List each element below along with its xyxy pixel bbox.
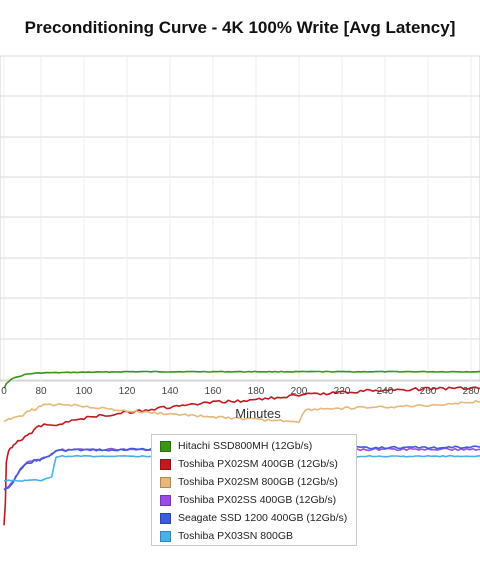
x-tick-label: 180 bbox=[248, 386, 265, 397]
legend-item-toshiba-px02sm-400gb[interactable]: Toshiba PX02SM 400GB (12Gb/s) bbox=[160, 456, 338, 472]
x-tick-label: 160 bbox=[205, 386, 222, 397]
x-tick-label: 0 bbox=[1, 386, 7, 397]
x-tick-label: 120 bbox=[119, 386, 136, 397]
legend-label: Toshiba PX02SM 800GB (12Gb/s) bbox=[178, 476, 338, 488]
legend-swatch-toshiba-px03sn-800gb bbox=[160, 530, 171, 542]
legend-label: Hitachi SSD800MH (12Gb/s) bbox=[178, 440, 313, 452]
chart-legend: Hitachi SSD800MH (12Gb/s) Toshiba PX02SM… bbox=[151, 434, 357, 546]
x-tick-label: 280 bbox=[463, 386, 480, 397]
legend-swatch-toshiba-px02sm-400gb bbox=[160, 458, 171, 470]
series-line-0 bbox=[3, 370, 480, 389]
x-tick-label: 260 bbox=[420, 386, 437, 397]
grid-layer bbox=[0, 55, 480, 381]
x-tick-label: 200 bbox=[291, 386, 308, 397]
x-tick-label: 100 bbox=[76, 386, 93, 397]
plot-area bbox=[0, 55, 480, 382]
legend-swatch-toshiba-px02ss-400gb bbox=[160, 494, 171, 506]
legend-label: Toshiba PX02SS 400GB (12Gb/s) bbox=[178, 494, 337, 506]
chart-title: Preconditioning Curve - 4K 100% Write [A… bbox=[24, 18, 456, 37]
series-line-2 bbox=[3, 399, 480, 424]
legend-swatch-hitachi-ssd800mh bbox=[160, 440, 171, 452]
x-tick-label: 220 bbox=[334, 386, 351, 397]
x-tick-label: 240 bbox=[377, 386, 394, 397]
legend-item-hitachi-ssd800mh[interactable]: Hitachi SSD800MH (12Gb/s) bbox=[160, 438, 312, 454]
x-axis-title: Minutes bbox=[235, 406, 281, 421]
legend-item-toshiba-px02sm-800gb[interactable]: Toshiba PX02SM 800GB (12Gb/s) bbox=[160, 474, 338, 490]
legend-label: Toshiba PX02SM 400GB (12Gb/s) bbox=[178, 458, 338, 470]
x-tick-label: 140 bbox=[162, 386, 179, 397]
legend-swatch-seagate-ssd-1200 bbox=[160, 512, 171, 524]
legend-swatch-toshiba-px02sm-800gb bbox=[160, 476, 171, 488]
x-tick-labels: 0 80 100 120 140 160 180 200 220 240 260 280 bbox=[1, 386, 480, 397]
legend-item-seagate-ssd-1200[interactable]: Seagate SSD 1200 400GB (12Gb/s) bbox=[160, 510, 347, 526]
legend-label: Seagate SSD 1200 400GB (12Gb/s) bbox=[178, 512, 348, 524]
series-line-1 bbox=[3, 386, 480, 526]
legend-label: Toshiba PX03SN 800GB bbox=[178, 530, 293, 542]
series-layer bbox=[3, 370, 480, 526]
legend-item-toshiba-px02ss-400gb[interactable]: Toshiba PX02SS 400GB (12Gb/s) bbox=[160, 492, 336, 508]
legend-item-toshiba-px03sn-800gb[interactable]: Toshiba PX03SN 800GB bbox=[160, 528, 293, 544]
x-tick-label: 80 bbox=[35, 386, 47, 397]
